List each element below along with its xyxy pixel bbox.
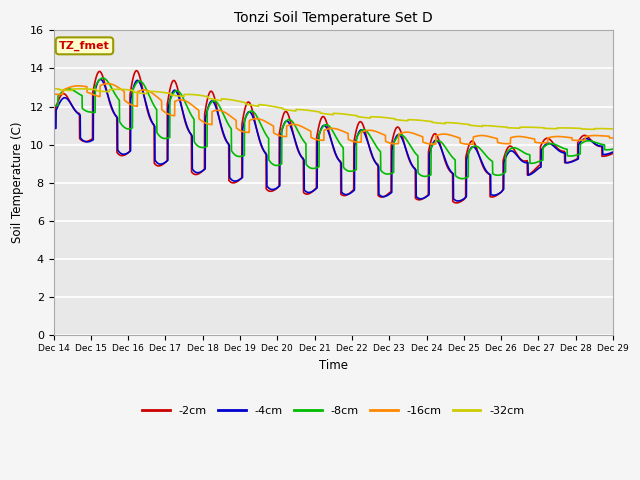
Y-axis label: Soil Temperature (C): Soil Temperature (C) bbox=[11, 122, 24, 243]
Title: Tonzi Soil Temperature Set D: Tonzi Soil Temperature Set D bbox=[234, 11, 433, 25]
Text: TZ_fmet: TZ_fmet bbox=[59, 41, 110, 51]
Legend: -2cm, -4cm, -8cm, -16cm, -32cm: -2cm, -4cm, -8cm, -16cm, -32cm bbox=[138, 402, 529, 420]
X-axis label: Time: Time bbox=[319, 359, 348, 372]
